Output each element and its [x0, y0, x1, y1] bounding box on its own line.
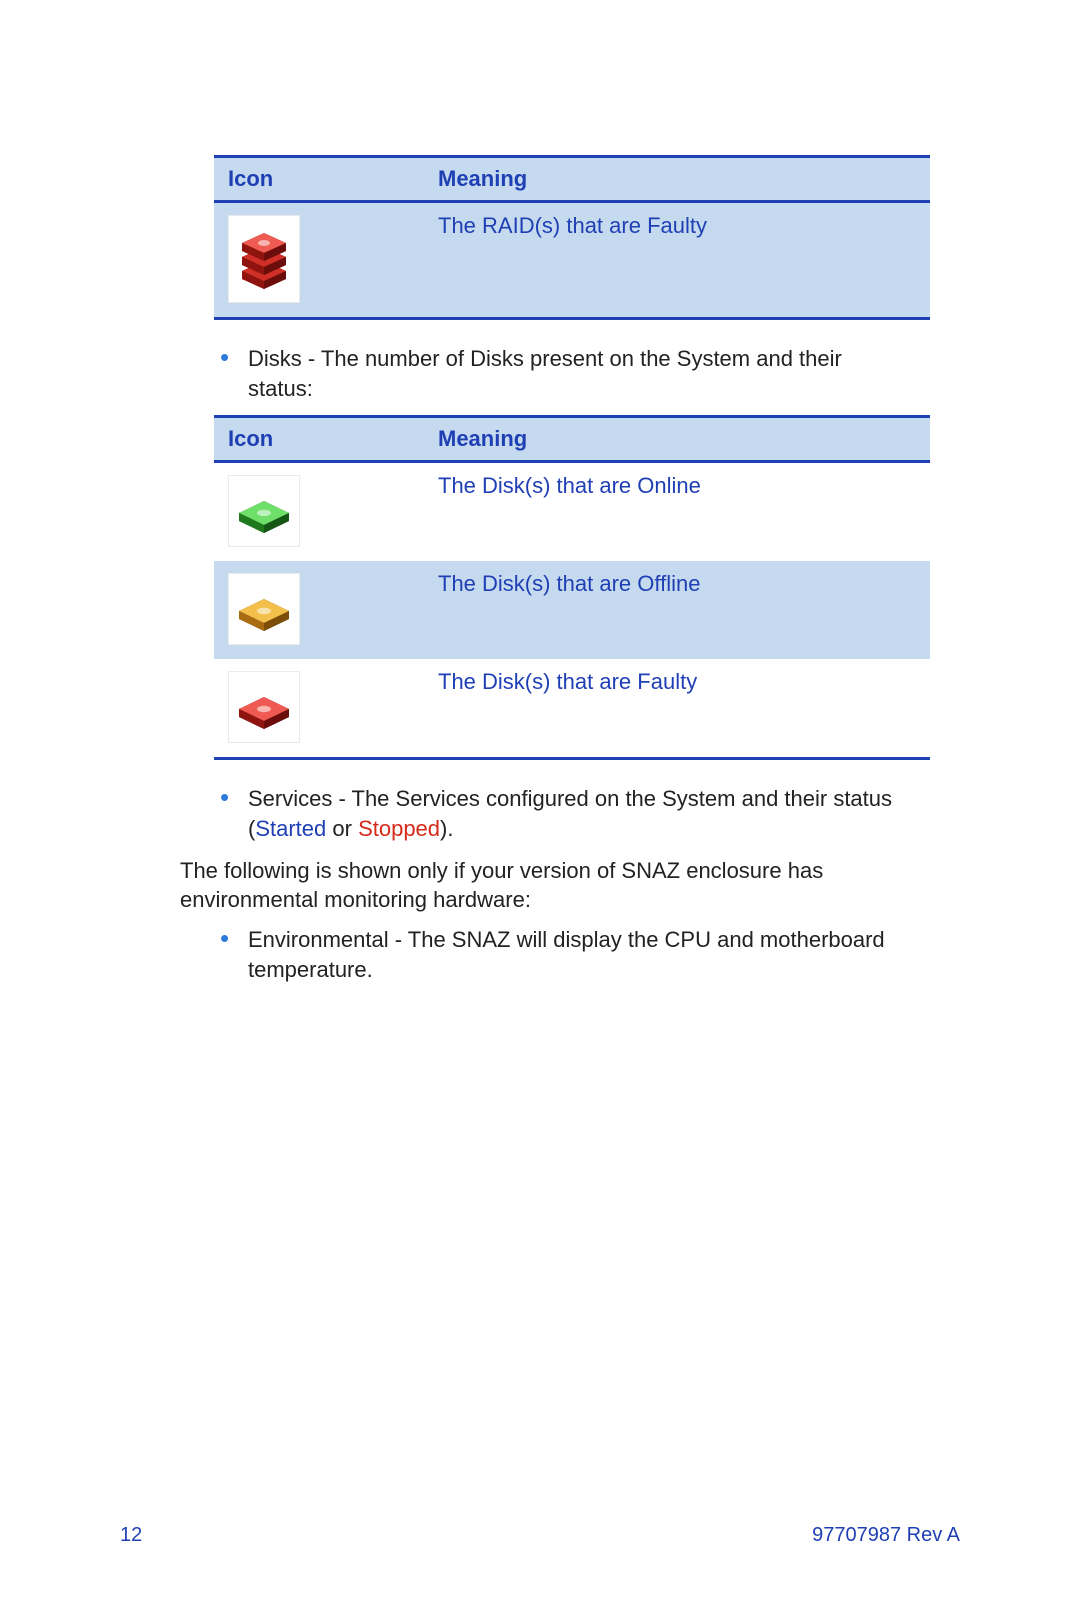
page-number: 12: [120, 1524, 142, 1547]
table-row: The RAID(s) that are Faulty: [214, 202, 930, 319]
table-header-row: Icon Meaning: [214, 157, 930, 202]
meaning-cell: The RAID(s) that are Faulty: [424, 202, 930, 319]
meaning-cell: The Disk(s) that are Online: [424, 462, 930, 562]
doc-revision: 97707987 Rev A: [812, 1524, 960, 1547]
meaning-text: The Disk(s) that are Offline: [438, 571, 700, 596]
table-header-row: Icon Meaning: [214, 417, 930, 462]
content-area: Icon Meaning: [214, 155, 900, 985]
table-row: The Disk(s) that are Faulty: [214, 659, 930, 759]
meaning-cell: The Disk(s) that are Offline: [424, 561, 930, 659]
bullet-services: Services - The Services configured on th…: [214, 784, 900, 843]
bullet-disks: Disks - The number of Disks present on t…: [214, 344, 900, 403]
icon-cell: [214, 659, 424, 759]
table-row: The Disk(s) that are Online: [214, 462, 930, 562]
page: Icon Meaning: [0, 0, 1080, 1619]
services-middle: or: [326, 816, 358, 841]
bullet-list-env: Environmental - The SNAZ will display th…: [214, 925, 900, 984]
disk-status-table: Icon Meaning: [214, 415, 930, 760]
bullet-list-disks: Disks - The number of Disks present on t…: [214, 344, 900, 403]
icon-cell: [214, 462, 424, 562]
col-header-meaning: Meaning: [424, 417, 930, 462]
raid-faulty-icon: [228, 215, 300, 303]
col-header-icon: Icon: [214, 157, 424, 202]
bullet-list-services: Services - The Services configured on th…: [214, 784, 900, 843]
raid-status-table: Icon Meaning: [214, 155, 930, 320]
meaning-cell: The Disk(s) that are Faulty: [424, 659, 930, 759]
disk-offline-icon: [228, 573, 300, 645]
meaning-text: The RAID(s) that are Faulty: [438, 213, 707, 238]
disk-faulty-icon: [228, 671, 300, 743]
services-stopped: Stopped: [358, 816, 440, 841]
icon-cell: [214, 202, 424, 319]
col-header-icon: Icon: [214, 417, 424, 462]
table-row: The Disk(s) that are Offline: [214, 561, 930, 659]
bullet-env: Environmental - The SNAZ will display th…: [214, 925, 900, 984]
page-footer: 12 97707987 Rev A: [120, 1524, 960, 1547]
col-header-meaning: Meaning: [424, 157, 930, 202]
meaning-text: The Disk(s) that are Online: [438, 473, 701, 498]
services-started: Started: [255, 816, 326, 841]
disk-online-icon: [228, 475, 300, 547]
meaning-text: The Disk(s) that are Faulty: [438, 669, 697, 694]
icon-cell: [214, 561, 424, 659]
env-intro-paragraph: The following is shown only if your vers…: [180, 856, 900, 915]
services-suffix: ).: [440, 816, 453, 841]
